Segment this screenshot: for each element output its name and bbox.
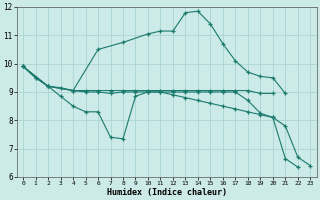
- X-axis label: Humidex (Indice chaleur): Humidex (Indice chaleur): [107, 188, 227, 197]
